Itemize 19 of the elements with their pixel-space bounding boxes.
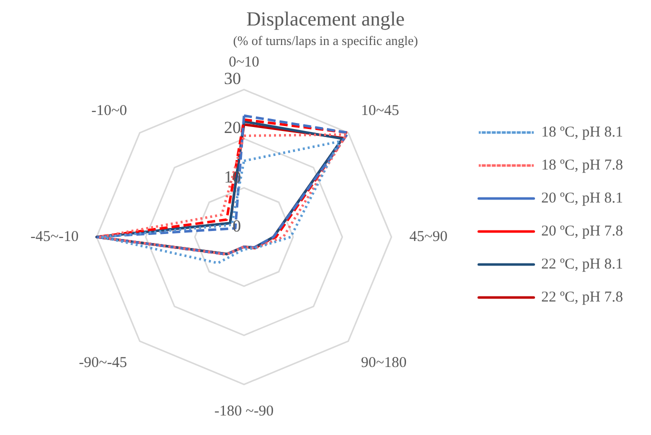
legend-label: 18 ºC, pH 7.8 [541,157,624,174]
spoke-label: -90~-45 [78,354,128,371]
spoke-label: -10~0 [91,102,128,119]
legend-label: 18 ºC, pH 8.1 [541,124,624,140]
chart-subtitle: (% of turns/laps in a specific angle) [233,33,418,48]
spoke-label: 45~90 [409,228,448,245]
legend-label: 22 ºC, pH 7.8 [541,289,624,306]
spoke-label: 10~45 [360,102,400,119]
chart-title: Displacement angle [246,8,405,30]
legend-label: 20 ºC, pH 7.8 [541,223,624,240]
y-tick-label: 0 [232,216,241,236]
legend-label: 22 ºC, pH 8.1 [541,256,624,272]
y-tick-label: 30 [224,69,241,88]
spoke-label: 90~180 [360,354,407,371]
y-tick-label: 20 [224,118,241,138]
legend-label: 20 ºC, pH 8.1 [541,190,624,206]
spoke-label: 0~10 [228,54,260,71]
spoke-label: -180 ~-90 [214,403,274,420]
spoke-label: -45~-10 [30,228,79,245]
